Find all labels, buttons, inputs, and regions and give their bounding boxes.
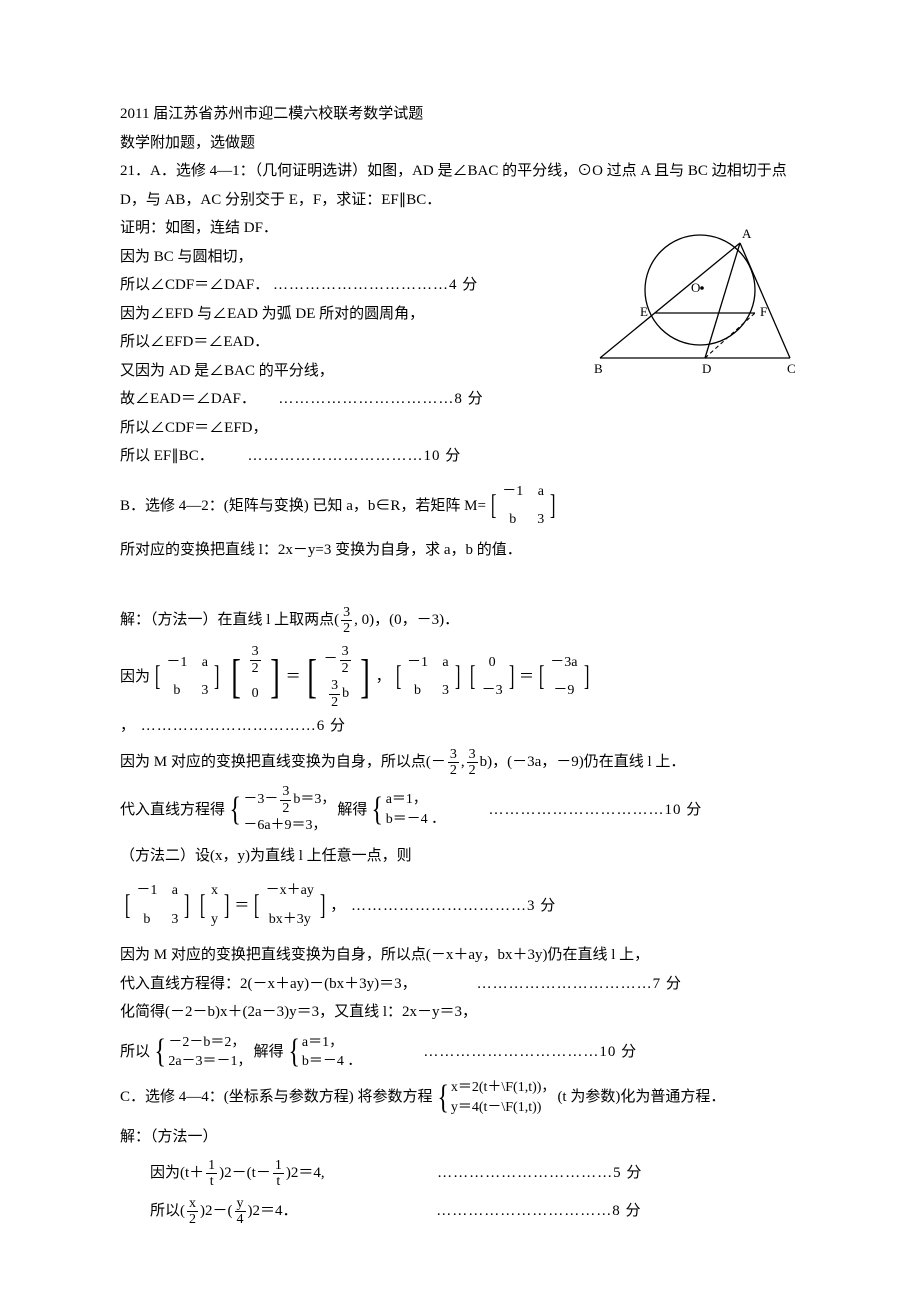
text: , 0)，(0，－3)． [354, 606, 459, 635]
c-equation-2: 所以( x2 )2－( y4 )2＝4． ……………………………8 分 [120, 1196, 800, 1228]
text: C．选修 4—4：(坐标系与参数方程) 将参数方程 [120, 1083, 433, 1112]
matrix-cell: b [502, 507, 523, 534]
fig-label-c: C [787, 361, 796, 376]
equals: ＝ [234, 892, 249, 921]
method1-conclusion: 因为 M 对应的变换把直线变换为自身，所以点(－ 32 , 32 b)，(－3a… [120, 747, 800, 779]
matrix-equation-1: 因为 [ －1a b3 ] [ 32 0 ] ＝ [ －32 32b ] ， [… [120, 642, 800, 740]
text: )2＝4． [248, 1197, 298, 1226]
text: )2－(t－ [219, 1159, 271, 1188]
q21a-stem: 21．A．选修 4—1：（几何证明选讲）如图，AD 是∠BAC 的平分线，⊙O … [120, 157, 800, 214]
method2-line: 化简得(－2－b)x＋(2a－3)y＝3，又直线 l：2x－y＝3， [120, 998, 800, 1027]
method2-line: 代入直线方程得：2(－x＋ay)－(bx＋3y)＝3， ……………………………7… [120, 970, 800, 999]
text: )2－( [200, 1197, 233, 1226]
method2-line: 因为 M 对应的变换把直线变换为自身，所以点(－x＋ay，bx＋3y)仍在直线 … [120, 941, 800, 970]
c-equation-1: 因为(t＋ 1t )2－(t－ 1t )2＝4, ……………………………5 分 [120, 1158, 800, 1190]
score-mark: ……………………………8 分 [436, 1197, 641, 1226]
matrix-cell: 3 [537, 507, 544, 534]
score-mark: ……………………………10 分 [248, 448, 462, 464]
text: 代入直线方程得 [120, 796, 225, 825]
score-mark: ， ……………………………3 分 [330, 892, 556, 921]
text: b)，(－3a，－9)仍在直线 l 上． [480, 748, 686, 777]
proof-line: 所以 EF∥BC． ……………………………10 分 [120, 442, 800, 471]
geometry-figure: A O E F B D C [590, 218, 800, 399]
matrix-cell: －1 [502, 479, 523, 506]
fig-label-b: B [594, 361, 603, 376]
fig-label-d: D [702, 361, 711, 376]
text: 所以( [150, 1197, 185, 1226]
column-vector: [ －x＋ay bx＋3y ] [252, 876, 327, 935]
system-1: 代入直线方程得 { －3－32b＝3， －6a＋9＝3， 解得 { a＝1， b… [120, 784, 800, 835]
column-vector: [ x y ] [198, 876, 232, 935]
text: )2＝4, [286, 1159, 325, 1188]
equals: ＝ [286, 663, 301, 692]
method2-intro: （方法二）设(x，y)为直线 l 上任意一点，则 [120, 842, 800, 871]
score-mark: ……………………………7 分 [477, 976, 682, 992]
equation-system: { －2－b＝2， 2a－3＝－1， [152, 1033, 252, 1072]
matrix: [ －1a b3 ] [123, 876, 192, 935]
fig-label-e: E [640, 304, 648, 319]
equation-system: { a＝1， b＝－4 ． [369, 790, 445, 829]
method1-points: 解：（方法一）在直线 l 上取两点( 32 , 0)，(0，－3)． [120, 605, 800, 637]
q21c-stem: C．选修 4—4：(坐标系与参数方程) 将参数方程 { x＝2(t＋\F(1,t… [120, 1078, 800, 1117]
text: B．选修 4—2：(矩阵与变换) 已知 a，b∈R，若矩阵 M= [120, 492, 486, 521]
column-vector: [ －3a －9 ] [537, 648, 591, 707]
score-mark: ……………………………10 分 [423, 1038, 637, 1067]
score-mark: ……………………………10 分 [488, 796, 702, 825]
matrix-cell: a [537, 479, 544, 506]
equals: ＝ [519, 663, 534, 692]
exam-subtitle: 数学附加题，选做题 [120, 129, 800, 158]
score-mark: ， ……………………………6 分 [120, 712, 346, 741]
text: 解得 [337, 796, 367, 825]
text: 因为 M 对应的变换把直线变换为自身，所以点(－ [120, 748, 446, 777]
text: 解：（方法一）在直线 l 上取两点( [120, 606, 339, 635]
text: 因为 [120, 663, 150, 692]
method1-label: 解：（方法一） [120, 1123, 800, 1152]
column-vector: [ 32 0 ] [228, 642, 283, 712]
q21b-stem: B．选修 4—2：(矩阵与变换) 已知 a，b∈R，若矩阵 M= [ －1 a … [120, 477, 800, 565]
equation-system: { －3－32b＝3， －6a＋9＝3， [227, 784, 335, 835]
text: 因为(t＋ [150, 1159, 204, 1188]
fig-label-f: F [760, 304, 767, 319]
comma: ， [376, 663, 391, 692]
equation-system: { a＝1， b＝－4 ． [286, 1033, 362, 1072]
equation-system: { x＝2(t＋\F(1,t))， y＝4(t－\F(1,t)) [435, 1078, 556, 1117]
text: 所以 EF∥BC． [120, 448, 214, 464]
column-vector: [ －32 32b ] [304, 642, 373, 712]
exam-title: 2011 届江苏省苏州市迎二模六校联考数学试题 [120, 100, 800, 129]
score-mark: ……………………………5 分 [437, 1159, 642, 1188]
proof-line: 所以∠CDF＝∠EFD， [120, 414, 800, 443]
fraction: 32 [341, 605, 352, 637]
matrix-m: [ －1 a b 3 ] [489, 477, 558, 536]
text: 解得 [254, 1038, 284, 1067]
text: 故∠EAD＝∠DAF． [120, 391, 256, 407]
text: 所以∠CDF＝∠DAF． [120, 277, 269, 293]
fig-label-o: O [691, 280, 700, 295]
system-2: 所以 { －2－b＝2， 2a－3＝－1， 解得 { a＝1， b＝－4 ． …… [120, 1033, 800, 1072]
score-mark: ……………………………8 分 [278, 391, 483, 407]
fig-label-a: A [742, 226, 752, 241]
text: 所对应的变换把直线 l：2x－y=3 变换为自身，求 a，b 的值． [120, 536, 522, 565]
matrix: [ －1a b3 ] [153, 648, 222, 707]
matrix-equation-2: [ －1a b3 ] [ x y ] ＝ [ －x＋ay bx＋3y ] ， …… [120, 876, 800, 935]
text: 所以 [120, 1038, 150, 1067]
text: (t 为参数)化为普通方程． [557, 1083, 725, 1112]
score-mark: ……………………………4 分 [273, 277, 478, 293]
matrix: [ －1a b3 ] [394, 648, 463, 707]
column-vector: [ 0 －3 ] [468, 648, 516, 707]
text: 代入直线方程得：2(－x＋ay)－(bx＋3y)＝3， [120, 976, 417, 992]
text: , [461, 748, 465, 777]
